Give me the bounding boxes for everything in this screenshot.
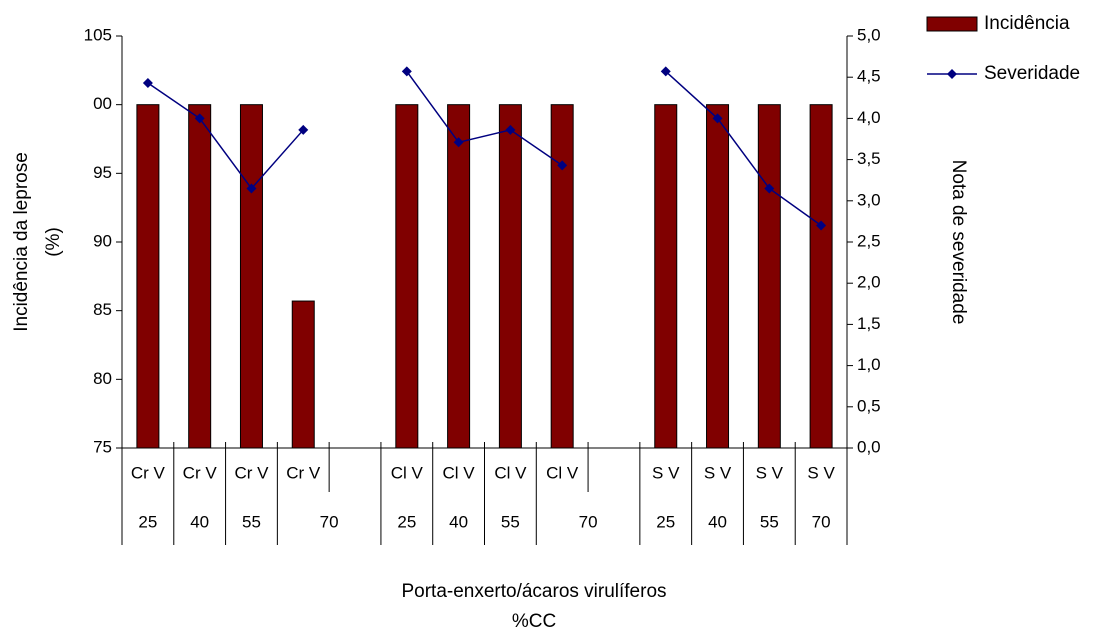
marker (453, 137, 464, 148)
y-tick-label: 85 (93, 300, 112, 319)
bar (706, 104, 730, 449)
y2-tick-label: 1,5 (857, 314, 881, 333)
y-tick-label: 80 (93, 369, 112, 388)
y-tick-label: 95 (93, 163, 112, 182)
x-group-label: 70 (812, 512, 831, 531)
marker (505, 124, 516, 135)
bar (654, 104, 678, 449)
x-tick-label: S V (704, 463, 732, 482)
x-axis-title: %CC (512, 611, 556, 632)
x-group-label: 55 (760, 512, 779, 531)
x-tick-label: S V (652, 463, 680, 482)
marker (557, 160, 568, 171)
x-group-label: 40 (708, 512, 727, 531)
y2-tick-label: 0,0 (857, 437, 881, 456)
x-group-label: 70 (579, 512, 598, 531)
legend-label: Severidade (984, 63, 1080, 84)
x-tick-label: Cl V (546, 463, 579, 482)
marker (142, 77, 153, 88)
y-tick-label: 00 (93, 94, 112, 113)
bar (239, 104, 263, 449)
x-tick-label: Cl V (494, 463, 527, 482)
bar (188, 104, 212, 449)
bar (395, 104, 419, 449)
x-tick-label: Cl V (391, 463, 424, 482)
marker (764, 183, 775, 194)
x-tick-label: Cr V (183, 463, 218, 482)
line (147, 70, 822, 227)
bar (809, 104, 833, 449)
x-group-label: 55 (501, 512, 520, 531)
x-tick-label: Cl V (443, 463, 476, 482)
y-axis-title: Incidência da leprose (11, 152, 32, 332)
y-tick-label: 75 (93, 437, 112, 456)
legend-label: Incidência (984, 13, 1070, 34)
y2-tick-label: 4,0 (857, 108, 881, 127)
x-group-label: 25 (138, 512, 157, 531)
x-group-label: 70 (320, 512, 339, 531)
legend-swatch (926, 16, 978, 32)
x-group-label: 55 (242, 512, 261, 531)
bar (550, 104, 574, 449)
x-group-label: 25 (656, 512, 675, 531)
bar (498, 104, 522, 449)
marker (194, 113, 205, 124)
x-tick-label: Cr V (286, 463, 321, 482)
bar (447, 104, 471, 449)
y-tick-label: 105 (84, 25, 112, 44)
y2-tick-label: 2,0 (857, 273, 881, 292)
x-group-label: 40 (449, 512, 468, 531)
bar (291, 300, 315, 449)
y2-tick-label: 1,0 (857, 355, 881, 374)
bar (757, 104, 781, 449)
y2-tick-label: 5,0 (857, 25, 881, 44)
x-group-label: 25 (397, 512, 416, 531)
bar (136, 104, 160, 449)
x-axis-title: Porta-enxerto/ácaros virulíferos (401, 581, 666, 602)
x-tick-label: Cr V (234, 463, 269, 482)
y-tick-label: 90 (93, 231, 112, 250)
marker (816, 220, 827, 231)
y2-tick-label: 2,5 (857, 231, 881, 250)
marker (401, 66, 412, 77)
y2-tick-label: 4,5 (857, 67, 881, 86)
x-tick-label: S V (756, 463, 784, 482)
marker (660, 66, 671, 77)
x-tick-label: Cr V (131, 463, 166, 482)
legend-swatch (947, 69, 957, 79)
marker (712, 113, 723, 124)
y2-tick-label: 3,0 (857, 190, 881, 209)
y-axis-title: (%) (43, 227, 64, 257)
marker (246, 183, 257, 194)
y2-tick-label: 0,5 (857, 396, 881, 415)
marker (298, 124, 309, 135)
y2-tick-label: 3,5 (857, 149, 881, 168)
x-tick-label: S V (807, 463, 835, 482)
y2-axis-title: Nota de severidade (948, 160, 969, 325)
x-group-label: 40 (190, 512, 209, 531)
